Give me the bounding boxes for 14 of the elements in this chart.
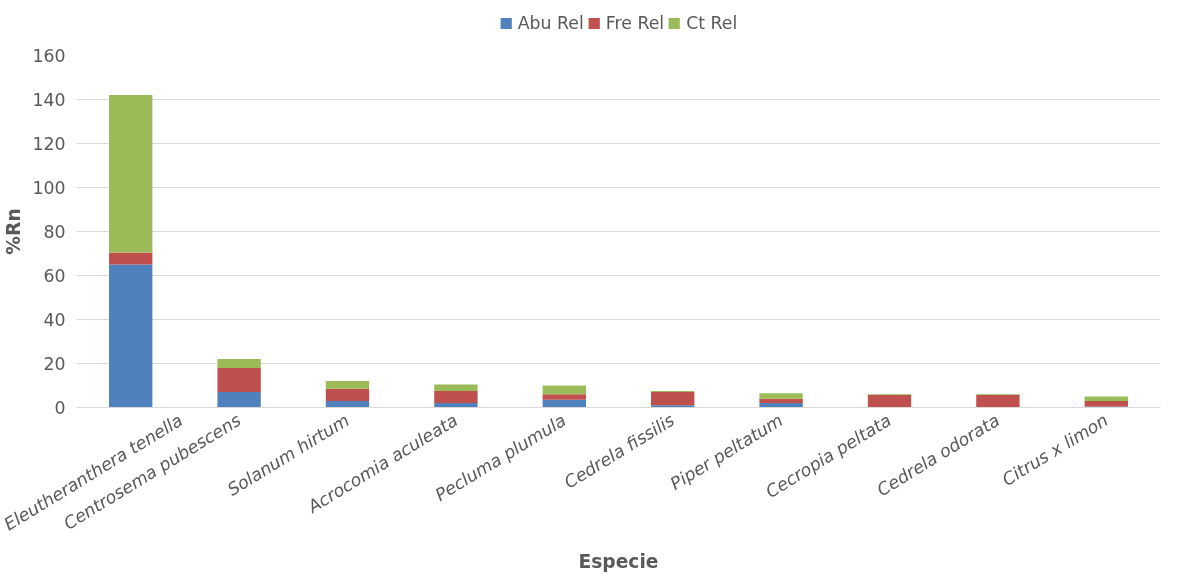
- y-tick-label: 0: [54, 398, 66, 418]
- y-tick-label: 160: [32, 46, 66, 66]
- legend-label: Fre Rel: [605, 12, 665, 33]
- y-tick-label: 60: [43, 266, 66, 286]
- y-axis-title: %Rn: [3, 208, 25, 255]
- y-tick-label: 80: [43, 222, 66, 242]
- y-tick-label: 20: [43, 354, 66, 374]
- y-tick-label: 40: [43, 310, 66, 330]
- x-axis-title: Especie: [578, 551, 659, 573]
- y-tick-label: 120: [32, 134, 66, 154]
- y-tick-label: 140: [32, 90, 66, 110]
- legend-label: Abu Rel: [517, 12, 584, 33]
- legend-label: Ct Rel: [686, 12, 738, 33]
- y-tick-label: 100: [32, 178, 66, 198]
